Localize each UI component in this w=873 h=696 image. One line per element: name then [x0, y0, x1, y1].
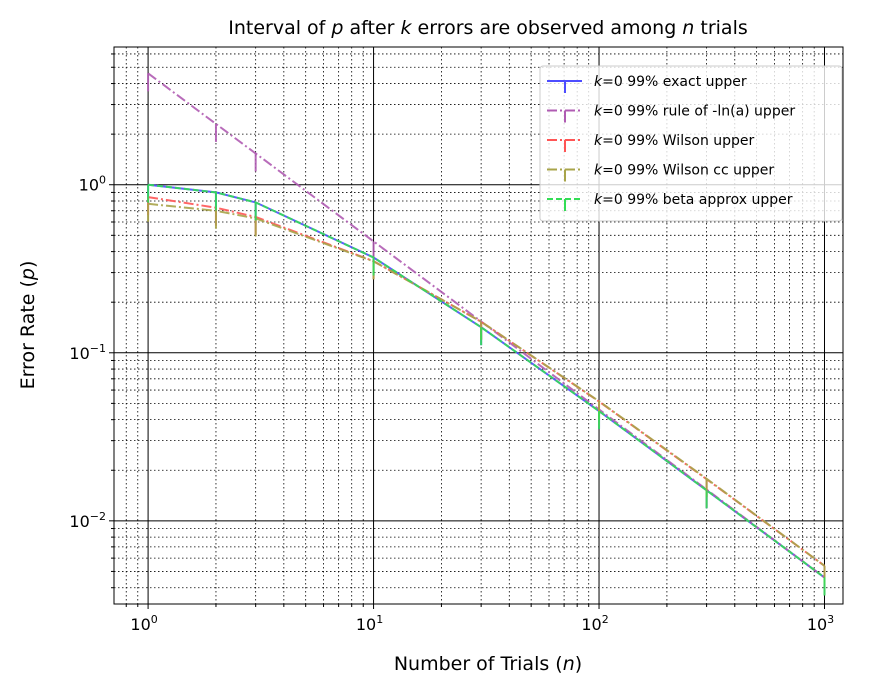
legend-label: k=0 99% Wilson upper [594, 133, 755, 149]
legend-label: k=0 99% rule of -ln(a) upper [594, 104, 795, 120]
legend-label: k=0 99% exact upper [594, 74, 747, 90]
y-tick-label: 10−2 [69, 510, 106, 531]
legend-label: k=0 99% Wilson cc upper [594, 163, 774, 179]
legend: k=0 99% exact upper k=0 99% rule of -ln(a… [539, 65, 843, 222]
series-line [147, 183, 826, 579]
y-axis-label: Error Rate (p) [17, 261, 39, 390]
series-4 [147, 183, 826, 596]
series-3 [147, 202, 826, 584]
legend-label: k=0 99% beta approx upper [594, 192, 793, 208]
axis-ticks: 100 101 102 103 100 10−1 10−2 [69, 53, 834, 634]
series-line [147, 196, 826, 567]
x-tick-label: 102 [581, 613, 608, 634]
x-tick-label: 103 [807, 613, 834, 634]
y-tick-label: 10−1 [69, 342, 106, 363]
y-tick-label: 100 [79, 174, 106, 195]
series-line [147, 183, 826, 579]
x-tick-label: 101 [356, 613, 383, 634]
x-tick-label: 100 [130, 613, 157, 634]
series-line [147, 202, 826, 567]
legend-box [539, 65, 843, 222]
series-lines [147, 72, 826, 596]
chart-title: Interval of p after k errors are observe… [228, 17, 748, 39]
x-axis-label: Number of Trials (n) [394, 653, 582, 675]
plot-frame [113, 46, 844, 605]
